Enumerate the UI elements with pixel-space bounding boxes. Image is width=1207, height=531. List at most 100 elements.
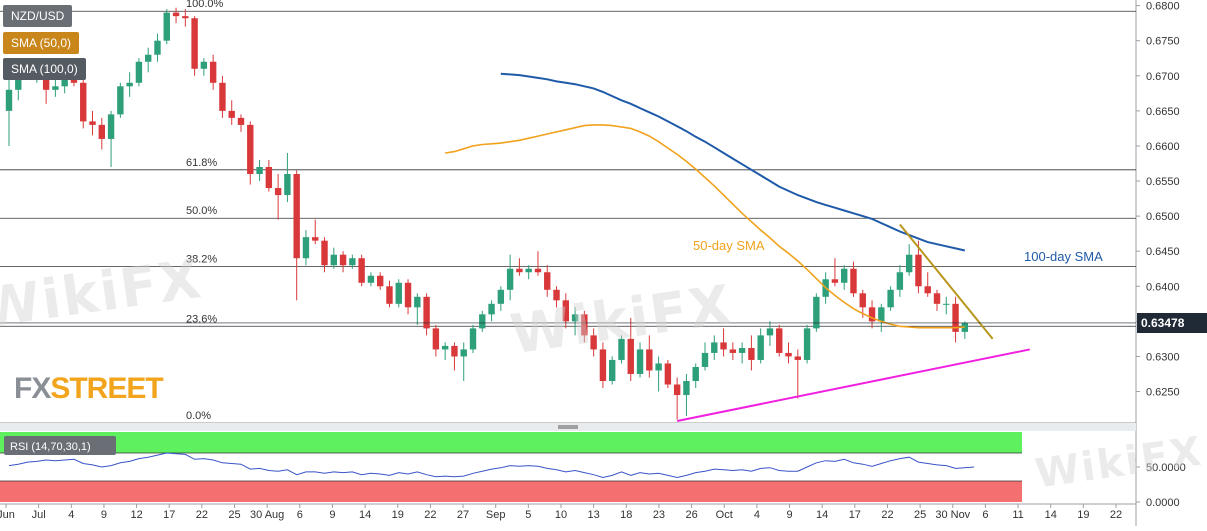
candle-body [785,352,792,357]
candle-body [191,18,198,69]
x-tick-label: Jul [32,509,46,521]
candle-body [516,268,523,273]
candle-body [729,349,737,353]
candle-body [896,272,904,290]
sma50-line [445,124,965,329]
fxstreet-logo: FXSTREET [14,372,164,406]
candle-body [200,61,208,69]
candle-body [878,307,885,322]
candle-body [432,328,440,350]
candle-body [924,286,931,294]
candle-body [553,289,560,301]
candle-body [915,254,922,287]
x-tick-label: 30 Aug [250,509,284,521]
x-tick-label: 23 [653,509,665,521]
fibonacci-label: 61.8% [186,157,217,169]
candle-body [395,282,402,304]
x-tick-label: 6 [297,509,303,521]
candle-body [5,89,13,111]
candle-body [831,279,839,283]
candle-body [358,258,365,283]
rsi-tick-label: 0.0000 [1146,497,1180,509]
candle-body [506,268,514,290]
candle-body [219,82,226,111]
candle-body [274,188,282,196]
y-tick-label: 0.6600 [1146,141,1180,153]
x-tick-label: 26 [685,509,697,521]
candle-body [135,61,143,83]
legend-sma50[interactable]: SMA (50,0) [3,32,80,54]
candle-body [692,366,699,382]
candle-body [80,82,87,122]
x-tick-label: 9 [786,509,792,521]
sma50-annotation: 50-day SMA [693,238,765,253]
y-tick-label: 0.6300 [1146,351,1180,363]
candle-body [107,114,115,139]
candle-body [497,289,505,304]
candle-body [636,349,644,374]
candle-body [868,307,876,322]
logo-street: STREET [50,372,163,405]
candle-body [52,86,59,90]
x-tick-label: Oct [716,509,733,521]
y-tick-label: 0.6550 [1146,176,1180,188]
candle-body [126,82,133,87]
candle-body [228,110,235,118]
logo-fx: FX [14,372,51,405]
current-price-tag: 0.63478 [1137,313,1207,333]
y-tick-label: 0.6250 [1146,387,1180,399]
candle-body [748,348,755,360]
candle-body [738,348,746,353]
pane-separator [0,423,1136,431]
candle-body [599,349,607,382]
y-tick-label: 0.6500 [1146,211,1180,223]
legend-sma100[interactable]: SMA (100,0) [3,58,86,80]
candle-body [404,282,412,308]
rsi-line [8,452,975,479]
candle-body [89,121,96,125]
candle-body [42,72,50,90]
fibonacci-label: 0.0% [186,410,211,422]
candle-body [145,54,152,62]
candle-body [386,286,393,304]
candle-body [377,275,384,287]
x-tick-label: 13 [588,509,600,521]
candle-body [247,124,254,175]
x-tick-label: 5 [525,509,531,521]
candle-body [887,289,894,308]
candle-body [701,352,709,367]
sma100-annotation: 100-day SMA [1024,249,1103,264]
candle-body [655,363,662,371]
candle-body [720,342,727,350]
candle-body [61,75,68,87]
candle-body [646,349,653,371]
y-tick-label: 0.6750 [1146,36,1180,48]
y-tick-label: 0.6700 [1146,71,1180,83]
x-tick-label: 6 [982,509,988,521]
candle-body [117,86,124,115]
x-tick-label: 4 [68,509,74,521]
candle-body [15,72,22,90]
x-tick-label: 14 [1045,509,1057,521]
candle-body [803,328,811,360]
candle-body [423,296,430,329]
candle-body [460,349,467,357]
candle-body [525,268,532,273]
y-tick-label: 0.6450 [1146,246,1180,258]
candle-body [534,268,542,273]
x-tick-label: 10 [555,509,567,521]
x-tick-label: 9 [329,509,335,521]
candle-body [683,381,690,396]
y-tick-label: 0.6400 [1146,281,1180,293]
candle-body [469,328,477,350]
fibonacci-label: 38.2% [186,254,217,266]
candle-body [562,300,569,322]
candle-body [609,359,616,382]
x-tick-label: 14 [359,509,371,521]
candle-body [618,338,625,360]
candle-body [321,240,328,266]
candle-body [590,335,597,350]
candle-body [302,237,310,259]
candle-body [293,174,300,259]
